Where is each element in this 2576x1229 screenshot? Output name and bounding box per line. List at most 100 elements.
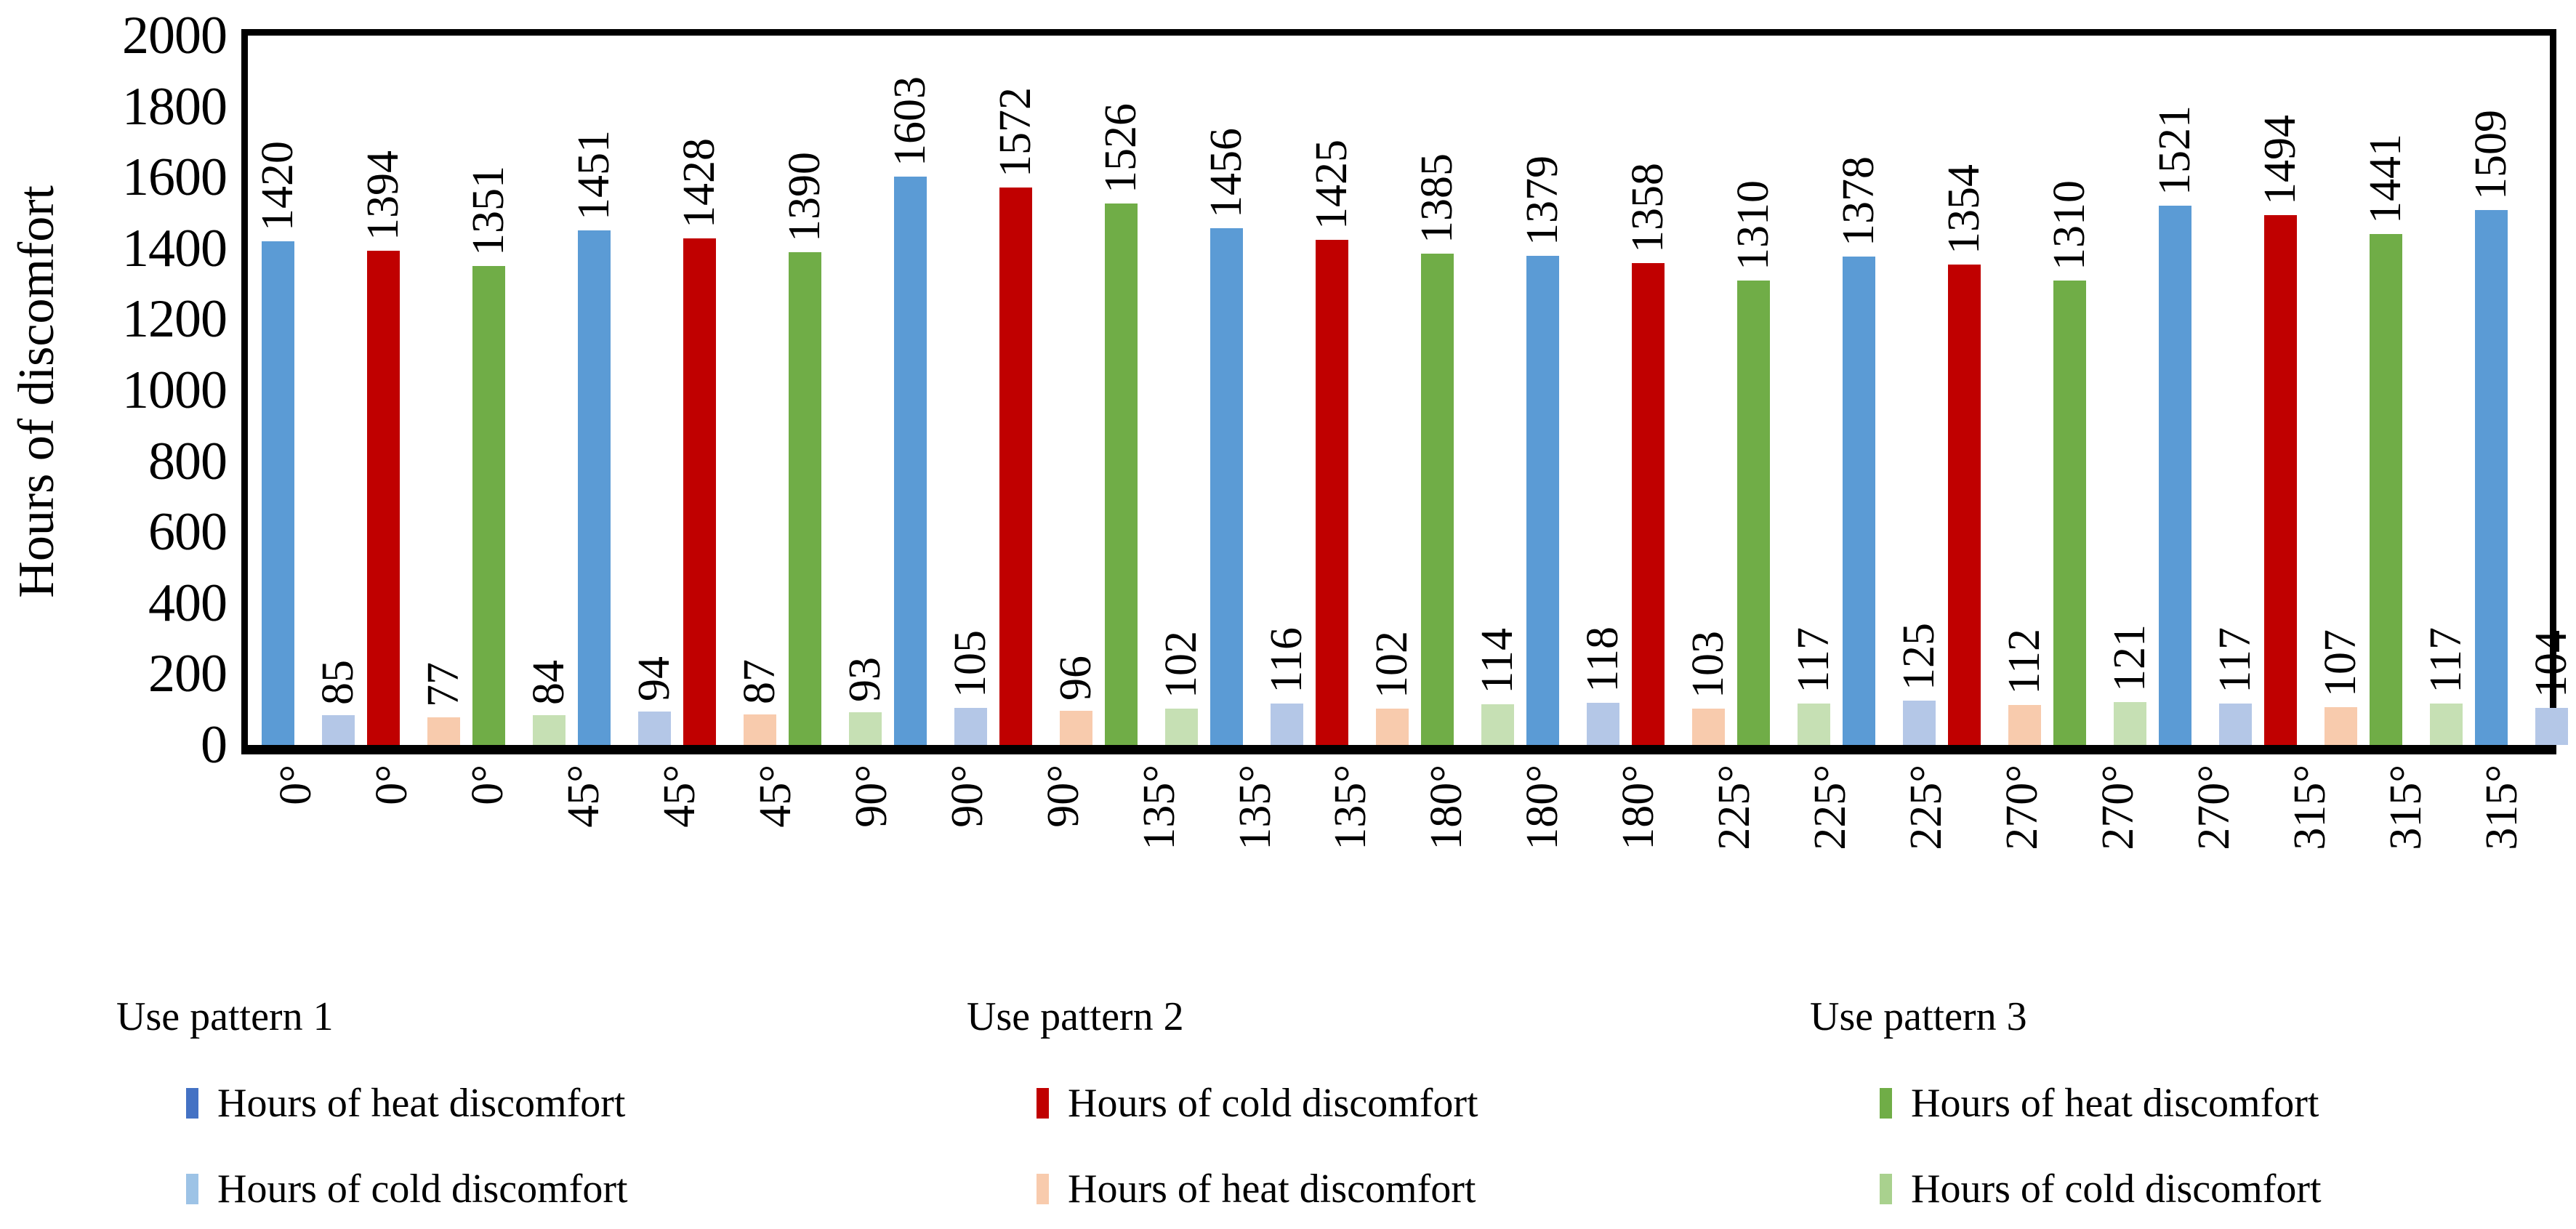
bar-pair-group: 1428 87 xyxy=(675,138,784,745)
bar-item: 1358 xyxy=(1623,163,1673,745)
bar-value-label: 1394 xyxy=(358,150,408,241)
y-tick-label: 1800 xyxy=(122,77,228,137)
x-tick-cell: 90° xyxy=(919,765,1015,910)
x-tick-cell: 225° xyxy=(1878,765,1974,910)
legend-column: Use pattern 3 Hours of heat discomfort Hou… xyxy=(1810,994,2322,1211)
legend-item: Hours of heat discomfort xyxy=(1037,1167,1478,1211)
x-tick-cell: 0° xyxy=(344,765,440,910)
plot-area: 1420 85 1394 77 1351 84 1451 94 1428 87 1390 93 1603… xyxy=(241,29,2576,754)
bar-item: 107 xyxy=(2316,629,2365,745)
x-tick-label: 270° xyxy=(2093,765,2144,850)
tall-bar xyxy=(1631,263,1665,745)
x-tick-cell: 315° xyxy=(2358,765,2454,910)
y-tick-label: 1600 xyxy=(122,148,228,207)
legend-header: Use pattern 3 xyxy=(1810,994,2027,1039)
x-tick-label: 90° xyxy=(942,765,992,828)
x-tick-cell: 225° xyxy=(1686,765,1782,910)
bar-value-label: 1358 xyxy=(1623,163,1673,253)
tall-bar xyxy=(683,238,716,745)
bar-pair-group: 1456 116 xyxy=(1202,128,1311,745)
legend-header: Use pattern 2 xyxy=(967,994,1184,1039)
bar-pair-group: 1385 114 xyxy=(1412,153,1522,745)
x-tick-label: 315° xyxy=(2476,765,2527,850)
bar-value-label: 1603 xyxy=(885,76,935,166)
bar-item: 1451 xyxy=(569,130,619,745)
tall-bar xyxy=(1526,256,1559,745)
tall-bar xyxy=(788,252,821,745)
y-tick-label: 1400 xyxy=(122,219,228,278)
bar-series-container: 1420 85 1394 77 1351 84 1451 94 1428 87 1390 93 1603… xyxy=(248,36,2576,745)
bar-item: 94 xyxy=(629,656,679,745)
bar-item: 1521 xyxy=(2150,105,2199,745)
bar-item: 1509 xyxy=(2466,110,2516,745)
bar-item: 1310 xyxy=(1728,180,1778,745)
tall-bar xyxy=(2474,210,2508,745)
bar-value-label: 104 xyxy=(2527,630,2576,698)
legend-swatch xyxy=(186,1174,198,1204)
bar-pair-group: 1572 96 xyxy=(991,87,1100,745)
x-tick-cell: 180° xyxy=(1494,765,1590,910)
bar-value-label: 1378 xyxy=(1834,156,1883,246)
bar-value-label: 125 xyxy=(1894,623,1944,690)
bar-pair-group: 1441 117 xyxy=(2361,134,2471,745)
bar-pair-group: 1603 105 xyxy=(885,76,995,745)
bar-item: 117 xyxy=(2421,627,2471,745)
x-tick-label: 135° xyxy=(1134,765,1184,850)
bar-value-label: 117 xyxy=(2421,627,2471,693)
x-tick-cell: 270° xyxy=(2166,765,2262,910)
y-tick-label: 800 xyxy=(148,432,228,491)
tall-bar xyxy=(1420,254,1454,745)
bar-value-label: 105 xyxy=(946,630,995,698)
bar-item: 1425 xyxy=(1307,140,1356,745)
short-bar xyxy=(2113,702,2146,745)
legend-swatch xyxy=(1037,1174,1049,1204)
tall-bar xyxy=(2158,206,2191,745)
bar-pair-group: 1310 117 xyxy=(1728,180,1838,745)
bar-item: 117 xyxy=(1789,627,1838,745)
bar-value-label: 1456 xyxy=(1202,128,1251,218)
bar-item: 1526 xyxy=(1096,103,1146,745)
x-tick-label: 180° xyxy=(1614,765,1664,850)
bar-item: 1428 xyxy=(675,138,724,745)
x-tick-cell: 270° xyxy=(2070,765,2166,910)
bar-value-label: 1451 xyxy=(569,130,619,220)
bar-value-label: 1441 xyxy=(2361,134,2410,224)
x-tick-label: 135° xyxy=(1326,765,1376,850)
x-tick-cell: 180° xyxy=(1398,765,1494,910)
bar-item: 1456 xyxy=(1202,128,1251,745)
x-tick-cell: 45° xyxy=(536,765,632,910)
bar-pair-group: 1310 121 xyxy=(2045,180,2154,745)
x-tick-label: 315° xyxy=(2285,765,2335,850)
bar-value-label: 1351 xyxy=(464,166,513,256)
bar-value-label: 1379 xyxy=(1518,156,1567,246)
x-tick-cell: 45° xyxy=(632,765,728,910)
legend-item: Hours of heat discomfort xyxy=(186,1081,628,1125)
bar-value-label: 1390 xyxy=(780,152,829,242)
legend-item: Hours of cold discomfort xyxy=(1037,1081,1478,1125)
legend-swatch xyxy=(1037,1088,1049,1119)
x-tick-label: 315° xyxy=(2380,765,2431,850)
bar-pair-group: 1354 112 xyxy=(1939,164,2049,745)
short-bar xyxy=(532,715,565,745)
tall-bar xyxy=(1209,228,1243,745)
short-bar xyxy=(2429,704,2463,745)
bar-item: 1351 xyxy=(464,166,513,745)
legend-column: Use pattern 2 Hours of cold discomfort Hou… xyxy=(967,994,1478,1211)
bar-item: 125 xyxy=(1894,623,1944,745)
bar-value-label: 117 xyxy=(2210,627,2260,693)
bar-value-label: 121 xyxy=(2105,624,2154,692)
bar-item: 87 xyxy=(735,659,784,745)
legend-item: Hours of cold discomfort xyxy=(186,1167,628,1211)
legend-swatch xyxy=(1880,1088,1892,1119)
bar-pair-group: 1420 85 xyxy=(253,141,363,745)
bar-value-label: 1310 xyxy=(1728,180,1778,270)
bar-pair-group: 1425 102 xyxy=(1307,140,1417,745)
x-tick-cell: 315° xyxy=(2262,765,2358,910)
bar-value-label: 94 xyxy=(629,656,679,701)
x-tick-label: 225° xyxy=(1901,765,1952,850)
bar-item: 93 xyxy=(840,657,890,745)
bar-pair-group: 1358 103 xyxy=(1623,163,1733,745)
short-bar xyxy=(2218,704,2252,745)
x-tick-cell: 135° xyxy=(1111,765,1207,910)
y-tick-label: 1000 xyxy=(122,360,228,420)
